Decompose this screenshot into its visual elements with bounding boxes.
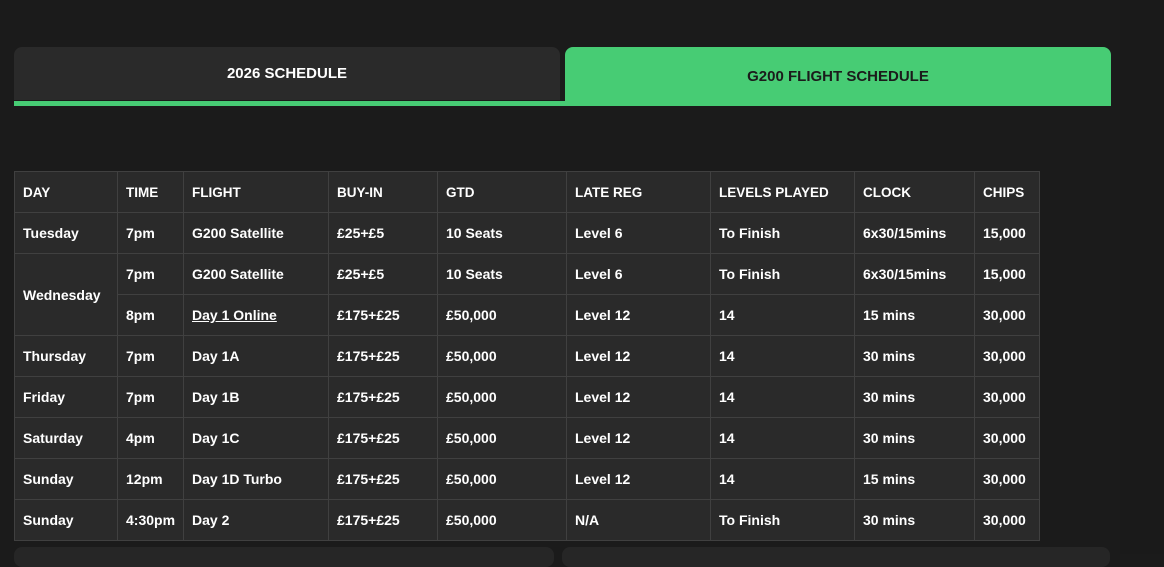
cell-levels: 14 (710, 376, 855, 418)
cell-buyin: £25+£5 (328, 212, 438, 254)
cell-buyin: £175+£25 (328, 335, 438, 377)
cell-buyin: £175+£25 (328, 458, 438, 500)
cell-gtd: £50,000 (437, 335, 567, 377)
cell-time: 7pm (117, 253, 184, 295)
header-late-reg: LATE REG (566, 171, 711, 213)
bottom-card (562, 547, 1110, 567)
table-row: Thursday 7pm Day 1A £175+£25 £50,000 Level 12… (14, 335, 1040, 377)
cell-flight: Day 1D Turbo (183, 458, 329, 500)
table-row: Friday 7pm Day 1B £175+£25 £50,000 Level 12 14… (14, 376, 1040, 418)
cell-time: 8pm (117, 294, 184, 336)
cell-clock: 6x30/15mins (854, 253, 975, 295)
header-chips: CHIPS (974, 171, 1040, 213)
cell-levels: 14 (710, 294, 855, 336)
cell-day: Sunday (14, 499, 118, 541)
page-edge (1120, 0, 1164, 554)
cell-late-reg: Level 12 (566, 458, 711, 500)
header-flight: FLIGHT (183, 171, 329, 213)
tab-g200-flight-schedule[interactable]: G200 FLIGHT SCHEDULE (565, 47, 1111, 106)
cell-clock: 30 mins (854, 499, 975, 541)
cell-chips: 30,000 (974, 335, 1040, 377)
cell-gtd: 10 Seats (437, 212, 567, 254)
cell-time: 4pm (117, 417, 184, 459)
cell-gtd: £50,000 (437, 417, 567, 459)
cell-chips: 30,000 (974, 417, 1040, 459)
tab-2026-schedule[interactable]: 2026 SCHEDULE (14, 47, 560, 100)
table-header-row: DAY TIME FLIGHT BUY-IN GTD LATE REG LEVE… (14, 171, 1040, 213)
cell-chips: 30,000 (974, 376, 1040, 418)
cell-levels: To Finish (710, 499, 855, 541)
cell-late-reg: Level 12 (566, 376, 711, 418)
header-day: DAY (14, 171, 118, 213)
table-row: Sunday 12pm Day 1D Turbo £175+£25 £50,000 Lev… (14, 458, 1040, 500)
cell-gtd: £50,000 (437, 458, 567, 500)
cell-buyin: £175+£25 (328, 294, 438, 336)
cell-levels: To Finish (710, 253, 855, 295)
flight-schedule-table: DAY TIME FLIGHT BUY-IN GTD LATE REG LEVE… (14, 171, 1040, 541)
cell-buyin: £175+£25 (328, 376, 438, 418)
cell-gtd: £50,000 (437, 294, 567, 336)
cell-time: 7pm (117, 376, 184, 418)
cell-clock: 15 mins (854, 458, 975, 500)
cell-clock: 30 mins (854, 335, 975, 377)
cell-chips: 15,000 (974, 253, 1040, 295)
cell-buyin: £175+£25 (328, 417, 438, 459)
cell-flight: Day 2 (183, 499, 329, 541)
table-row: 8pm Day 1 Online £175+£25 £50,000 Level 12 14… (15, 294, 1040, 336)
cell-time: 7pm (117, 212, 184, 254)
cell-chips: 30,000 (974, 458, 1040, 500)
cell-chips: 30,000 (974, 499, 1040, 541)
cell-day: Sunday (14, 458, 118, 500)
cell-late-reg: Level 6 (566, 253, 711, 295)
cell-late-reg: Level 12 (566, 294, 711, 336)
cell-time: 7pm (117, 335, 184, 377)
header-clock: CLOCK (854, 171, 975, 213)
header-time: TIME (117, 171, 184, 213)
cell-flight: Day 1 Online (183, 294, 329, 336)
cell-flight: G200 Satellite (183, 253, 329, 295)
cell-time: 12pm (117, 458, 184, 500)
cell-levels: To Finish (710, 212, 855, 254)
cell-levels: 14 (710, 458, 855, 500)
cell-flight: Day 1A (183, 335, 329, 377)
cell-clock: 30 mins (854, 417, 975, 459)
cell-day: Thursday (14, 335, 118, 377)
cell-clock: 30 mins (854, 376, 975, 418)
cell-late-reg: Level 12 (566, 335, 711, 377)
cell-day: Tuesday (14, 212, 118, 254)
cell-chips: 30,000 (974, 294, 1040, 336)
cell-late-reg: Level 12 (566, 417, 711, 459)
cell-day: Friday (14, 376, 118, 418)
header-levels-played: LEVELS PLAYED (710, 171, 855, 213)
cell-flight: Day 1C (183, 417, 329, 459)
header-buyin: BUY-IN (328, 171, 438, 213)
tab-underline (14, 101, 1111, 106)
cell-late-reg: Level 6 (566, 212, 711, 254)
cell-gtd: 10 Seats (437, 253, 567, 295)
cell-levels: 14 (710, 335, 855, 377)
cell-clock: 15 mins (854, 294, 975, 336)
cell-time: 4:30pm (117, 499, 184, 541)
cell-buyin: £175+£25 (328, 499, 438, 541)
cell-day: Saturday (14, 417, 118, 459)
day-1-online-link[interactable]: Day 1 Online (192, 307, 277, 323)
cell-levels: 14 (710, 417, 855, 459)
header-gtd: GTD (437, 171, 567, 213)
cell-gtd: £50,000 (437, 376, 567, 418)
table-row: Sunday 4:30pm Day 2 £175+£25 £50,000 N/A To Fi… (14, 499, 1040, 541)
cell-gtd: £50,000 (437, 499, 567, 541)
cell-day: Wednesday (14, 253, 118, 336)
table-row: Saturday 4pm Day 1C £175+£25 £50,000 Level 12… (14, 417, 1040, 459)
cell-late-reg: N/A (566, 499, 711, 541)
table-row: Tuesday 7pm G200 Satellite £25+£5 10 Seats Le… (14, 212, 1040, 254)
cell-flight: Day 1B (183, 376, 329, 418)
cell-flight: G200 Satellite (183, 212, 329, 254)
cell-chips: 15,000 (974, 212, 1040, 254)
cell-clock: 6x30/15mins (854, 212, 975, 254)
cell-buyin: £25+£5 (328, 253, 438, 295)
bottom-card (14, 547, 554, 567)
table-row: Wednesday 7pm G200 Satellite £25+£5 10 Seats… (14, 253, 1040, 336)
